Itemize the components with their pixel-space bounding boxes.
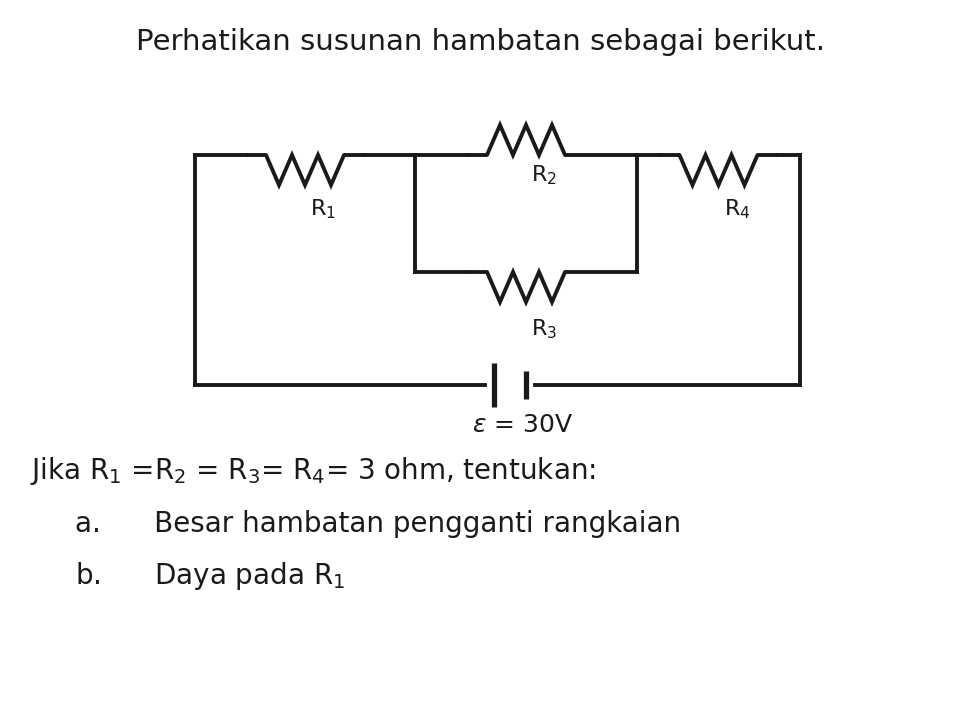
Text: b.      Daya pada R$_1$: b. Daya pada R$_1$: [75, 560, 345, 592]
Text: a.      Besar hambatan pengganti rangkaian: a. Besar hambatan pengganti rangkaian: [75, 510, 681, 538]
Text: R$_1$: R$_1$: [310, 197, 336, 221]
Text: Perhatikan susunan hambatan sebagai berikut.: Perhatikan susunan hambatan sebagai beri…: [135, 28, 825, 56]
Text: R$_3$: R$_3$: [531, 317, 557, 341]
Text: $\varepsilon$ = 30V: $\varepsilon$ = 30V: [472, 413, 573, 437]
Text: R$_4$: R$_4$: [723, 197, 750, 221]
Text: R$_2$: R$_2$: [531, 163, 557, 187]
Text: Jika R$_1$ =R$_2$ = R$_3$= R$_4$= 3 ohm, tentukan:: Jika R$_1$ =R$_2$ = R$_3$= R$_4$= 3 ohm,…: [30, 455, 596, 487]
